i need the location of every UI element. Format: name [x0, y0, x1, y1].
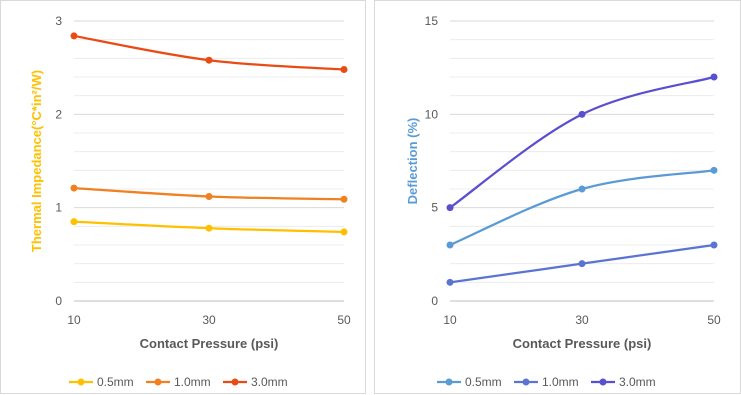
legend-item: 1.0mm: [514, 375, 579, 389]
y-axis-title: Deflection (%): [405, 118, 420, 205]
data-point: [710, 166, 718, 174]
y-tick-label: 2: [55, 107, 62, 121]
series-3.0mm: [446, 73, 718, 212]
y-tick-label: 0: [55, 294, 62, 308]
deflection-plot: 0 5 10 15 10 30 50 Contact Pressure (psi) Deflec…: [405, 14, 721, 389]
legend-label: 3.0mm: [619, 375, 656, 389]
x-tick-label: 30: [575, 313, 589, 327]
data-point: [70, 184, 78, 192]
x-tick-label: 10: [67, 313, 81, 327]
data-point: [70, 218, 78, 226]
data-point: [446, 241, 454, 249]
data-point: [205, 56, 213, 64]
legend-item: 3.0mm: [591, 375, 656, 389]
thermal-impedance-chart: 0 1 2 3 10 30 50 Contact Pressure (psi) Thermal …: [0, 0, 366, 394]
series-0.5mm: [446, 166, 718, 249]
gridlines: [450, 20, 714, 283]
deflection-chart: 0 5 10 15 10 30 50 Contact Pressure (psi) Deflec…: [374, 0, 741, 394]
legend-label: 0.5mm: [97, 375, 134, 389]
legend-marker: [445, 378, 453, 386]
legend-item: 3.0mm: [223, 375, 288, 389]
data-point: [70, 32, 78, 40]
legend-marker: [231, 378, 239, 386]
y-tick-label: 3: [55, 14, 62, 28]
x-axis-title: Contact Pressure (psi): [140, 336, 279, 351]
legend-marker: [522, 378, 530, 386]
legend-item: 0.5mm: [69, 375, 134, 389]
y-tick-label: 1: [55, 201, 62, 215]
x-tick-label: 30: [202, 313, 216, 327]
x-axis-title: Contact Pressure (psi): [513, 336, 652, 351]
legend: 0.5mm 1.0mm 3.0mm: [69, 375, 288, 389]
series-1.0mm: [70, 184, 348, 203]
legend-marker: [154, 378, 162, 386]
y-tick-label: 5: [431, 201, 438, 215]
y-tick-label: 0: [431, 294, 438, 308]
legend-label: 1.0mm: [542, 375, 579, 389]
legend: 0.5mm 1.0mm 3.0mm: [437, 375, 656, 389]
data-point: [205, 224, 213, 232]
data-point: [578, 260, 586, 268]
x-tick-label: 10: [443, 313, 457, 327]
series-1.0mm: [446, 241, 718, 286]
data-point: [710, 241, 718, 249]
data-point: [710, 73, 718, 81]
series-line: [73, 34, 345, 71]
thermal-impedance-plot: 0 1 2 3 10 30 50 Contact Pressure (psi) Thermal …: [29, 14, 351, 389]
x-tick-label: 50: [337, 313, 351, 327]
y-tick-label: 15: [425, 14, 439, 28]
y-axis-title: Thermal Impedance(°C*in²/W): [29, 70, 44, 252]
legend-label: 0.5mm: [465, 375, 502, 389]
legend-marker: [77, 378, 85, 386]
data-point: [340, 66, 348, 74]
legend-item: 0.5mm: [437, 375, 502, 389]
legend-label: 1.0mm: [174, 375, 211, 389]
data-point: [578, 110, 586, 118]
data-point: [446, 278, 454, 286]
data-point: [446, 204, 454, 212]
legend-marker: [599, 378, 607, 386]
y-tick-label: 10: [425, 107, 439, 121]
series-0.5mm: [70, 218, 348, 236]
x-tick-label: 50: [707, 313, 721, 327]
data-point: [578, 185, 586, 193]
legend-item: 1.0mm: [146, 375, 211, 389]
data-point: [340, 195, 348, 203]
data-point: [205, 192, 213, 200]
data-point: [340, 228, 348, 236]
legend-label: 3.0mm: [251, 375, 288, 389]
series-3.0mm: [70, 32, 348, 74]
